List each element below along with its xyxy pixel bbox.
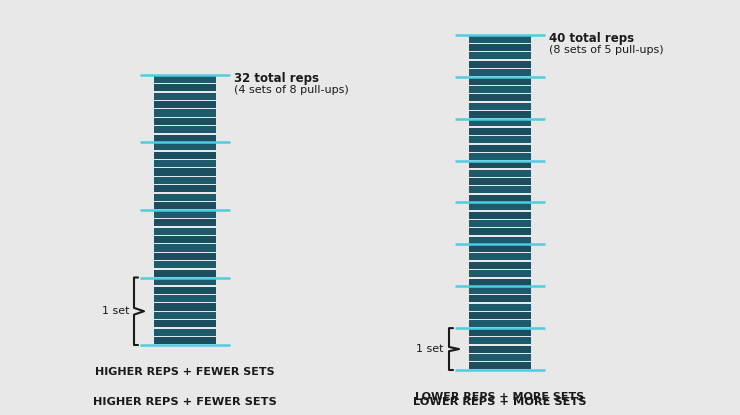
Bar [154, 337, 216, 344]
Bar [469, 203, 531, 210]
Bar [469, 170, 531, 177]
Bar [469, 36, 531, 43]
Bar [469, 245, 531, 252]
Bar [469, 212, 531, 219]
Bar [154, 151, 216, 159]
Text: LOWER REPS + MORE SETS: LOWER REPS + MORE SETS [415, 392, 585, 402]
Bar [154, 194, 216, 201]
Bar [469, 44, 531, 51]
Bar [469, 195, 531, 202]
Bar [469, 111, 531, 118]
Bar [154, 244, 216, 251]
Bar [469, 354, 531, 361]
Bar [154, 261, 216, 269]
Text: 32 total reps: 32 total reps [234, 72, 319, 85]
Bar [469, 52, 531, 59]
Text: (8 sets of 5 pull-ups): (8 sets of 5 pull-ups) [549, 45, 664, 55]
Bar [154, 312, 216, 319]
Text: HIGHER REPS + FEWER SETS: HIGHER REPS + FEWER SETS [93, 397, 277, 407]
Bar [469, 304, 531, 311]
Bar [469, 86, 531, 93]
Bar [154, 270, 216, 277]
Bar [154, 295, 216, 302]
Bar [469, 186, 531, 193]
Bar [469, 346, 531, 353]
Bar [154, 329, 216, 336]
Bar [469, 144, 531, 151]
Bar [469, 237, 531, 244]
Bar [154, 253, 216, 260]
Bar [469, 287, 531, 294]
Bar [469, 254, 531, 261]
Bar [469, 295, 531, 303]
Bar [469, 128, 531, 135]
Bar [469, 136, 531, 143]
Bar [154, 219, 216, 226]
Bar [469, 94, 531, 101]
Bar [154, 84, 216, 91]
Bar [154, 287, 216, 294]
Bar [154, 160, 216, 167]
Bar [154, 177, 216, 184]
Bar [154, 236, 216, 243]
Bar [469, 362, 531, 369]
Bar [154, 110, 216, 117]
Bar [469, 69, 531, 76]
Bar [469, 61, 531, 68]
Text: HIGHER REPS + FEWER SETS: HIGHER REPS + FEWER SETS [95, 367, 275, 377]
Bar [469, 103, 531, 110]
Bar [469, 337, 531, 344]
Bar [469, 278, 531, 286]
Bar [469, 161, 531, 168]
Bar [469, 320, 531, 327]
Text: (4 sets of 8 pull-ups): (4 sets of 8 pull-ups) [234, 85, 349, 95]
Bar [154, 126, 216, 134]
Bar [154, 135, 216, 142]
Bar [154, 186, 216, 193]
Bar [469, 262, 531, 269]
Text: 1 set: 1 set [417, 344, 444, 354]
Bar [469, 153, 531, 160]
Bar [469, 120, 531, 127]
Bar [154, 118, 216, 125]
Bar [469, 220, 531, 227]
Bar [154, 93, 216, 100]
Bar [469, 228, 531, 235]
Bar [154, 278, 216, 285]
Bar [154, 320, 216, 327]
Bar [154, 101, 216, 108]
Bar [154, 76, 216, 83]
Text: 40 total reps: 40 total reps [549, 32, 634, 45]
Bar [469, 270, 531, 277]
Bar [469, 312, 531, 319]
Bar [469, 78, 531, 85]
Bar [469, 178, 531, 185]
Bar [154, 168, 216, 176]
Bar [154, 143, 216, 150]
Bar [469, 329, 531, 336]
Bar [154, 303, 216, 310]
Bar [154, 211, 216, 218]
Bar [154, 202, 216, 209]
Text: LOWER REPS + MORE SETS: LOWER REPS + MORE SETS [413, 397, 587, 407]
Text: 1 set: 1 set [101, 306, 129, 316]
Bar [154, 227, 216, 234]
